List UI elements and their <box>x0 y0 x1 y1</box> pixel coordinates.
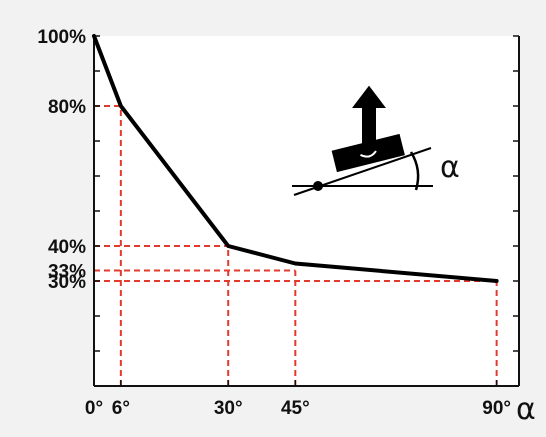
y-tick-label-2: 40% <box>48 237 86 258</box>
series-layer <box>92 34 499 283</box>
x-tick-label-3: 45° <box>281 398 310 419</box>
tick-labels: 0° 6° 30° 45° 90° 100% 80% 40% 33%30% <box>37 27 511 419</box>
data-point-0 <box>92 34 96 38</box>
axes <box>93 35 520 387</box>
x-axis-label: α <box>516 392 536 427</box>
x-tick-label-4: 90° <box>482 398 511 419</box>
tilt-angle-illustration: α <box>292 82 460 196</box>
x-tick-label-2: 30° <box>214 398 243 419</box>
x-tick-label-0: 0° <box>85 398 103 419</box>
y-tick-label-0: 100% <box>37 27 86 48</box>
data-point-3 <box>293 262 297 265</box>
up-arrow-icon <box>347 82 391 147</box>
data-point-1 <box>119 104 123 108</box>
y-tick-label-4: 30% <box>48 272 86 293</box>
plot-area <box>94 36 519 386</box>
data-point-2 <box>226 244 230 248</box>
angle-arc-icon <box>409 151 420 191</box>
angle-symbol: α <box>440 150 460 185</box>
y-tick-label-3: 33% <box>48 262 86 283</box>
tilted-tool-icon <box>331 133 405 173</box>
y-tick-label-1: 80% <box>48 97 86 118</box>
pivot-dot-icon <box>313 181 323 191</box>
reference-lines <box>94 105 498 386</box>
x-tick-label-1: 6° <box>112 398 130 419</box>
data-point-4 <box>495 279 499 283</box>
